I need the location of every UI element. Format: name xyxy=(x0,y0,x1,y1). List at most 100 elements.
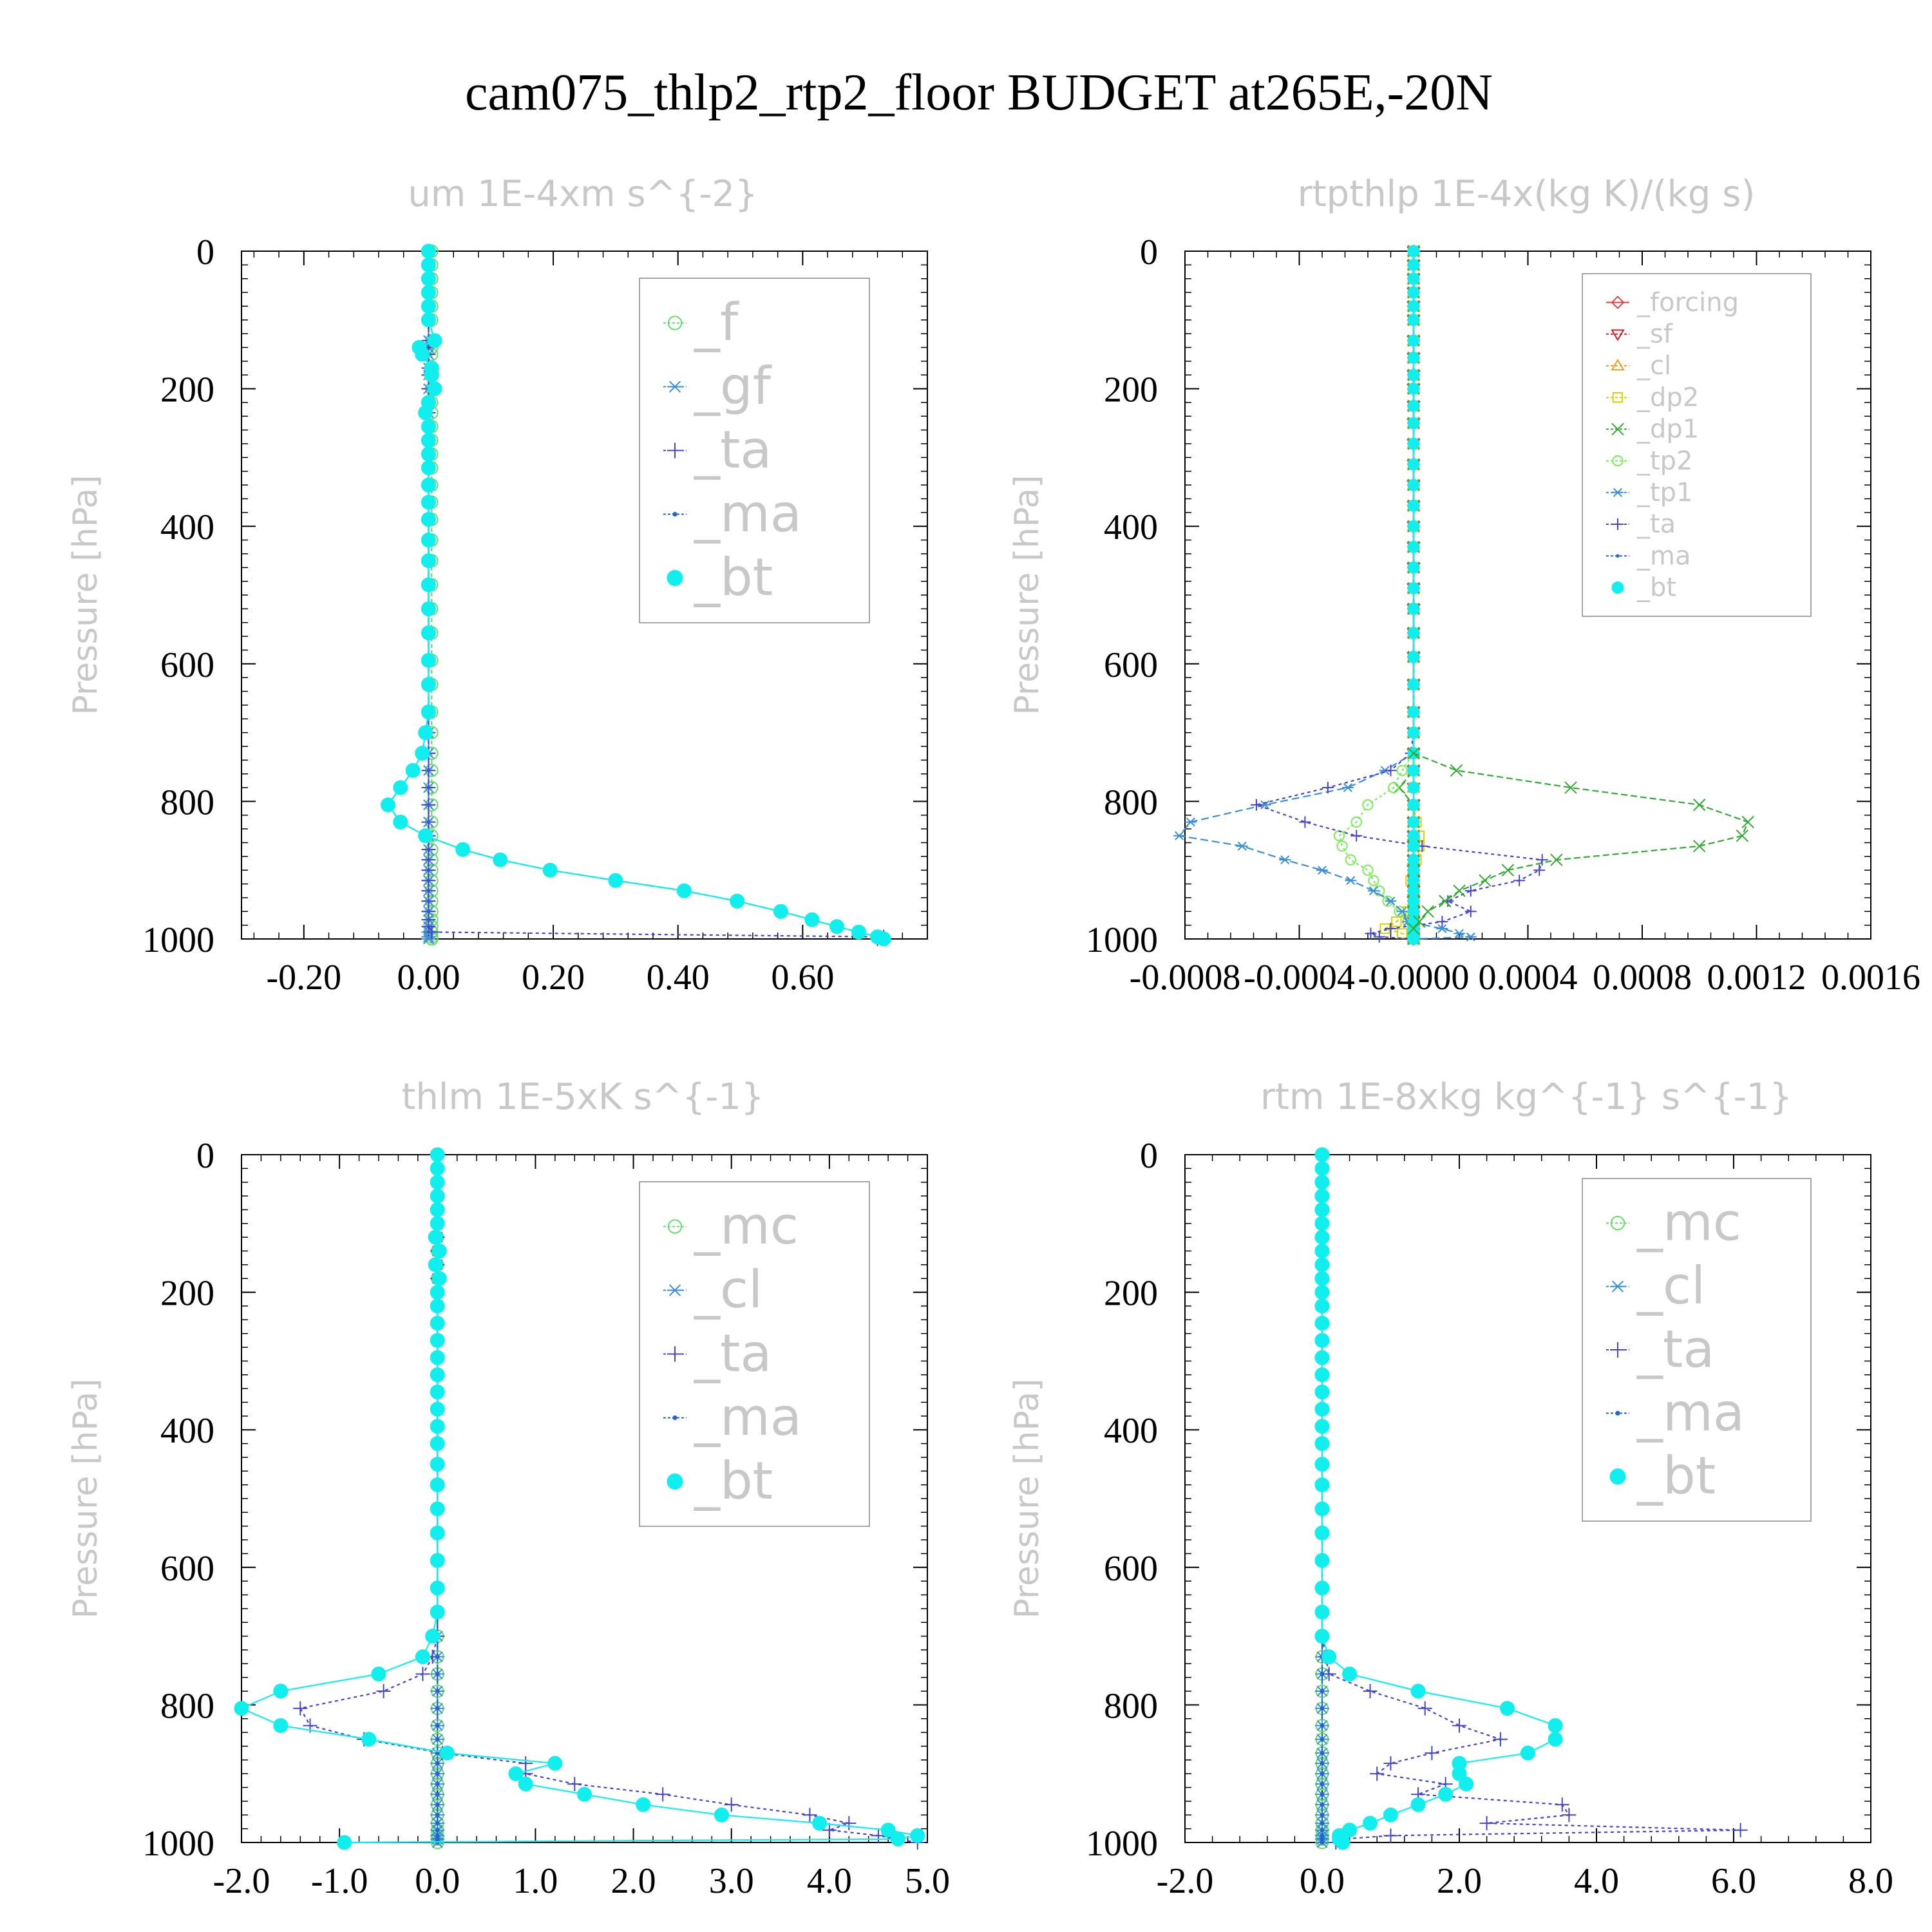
legend-label: _tp1 xyxy=(1636,478,1693,507)
data-point xyxy=(435,1781,440,1786)
data-point xyxy=(773,904,788,919)
series-line xyxy=(1254,251,1544,940)
y-tick-label: 0 xyxy=(1140,232,1158,272)
legend-label: _ta xyxy=(694,1323,772,1383)
data-point xyxy=(1341,783,1354,793)
legend: _mc_cl_ta_ma_bt xyxy=(1582,1178,1812,1522)
data-point xyxy=(1479,1816,1494,1831)
data-point xyxy=(1533,864,1546,876)
data-point xyxy=(1407,602,1420,615)
data-point xyxy=(418,725,433,741)
data-point xyxy=(1314,1629,1330,1644)
data-point xyxy=(1454,929,1465,938)
y-tick-label: 1000 xyxy=(142,1824,214,1864)
legend-item: _dp2 xyxy=(1606,383,1699,412)
data-point xyxy=(1368,875,1379,886)
legend-label: _bt xyxy=(1636,573,1676,603)
data-point xyxy=(1693,799,1706,811)
data-point xyxy=(435,1812,440,1817)
data-point xyxy=(1373,931,1385,943)
x-tick-label: 5.0 xyxy=(905,1861,950,1901)
data-point xyxy=(1450,764,1463,777)
data-point xyxy=(418,405,433,421)
data-point xyxy=(1407,299,1420,312)
data-point xyxy=(381,797,396,813)
series-bt xyxy=(1314,1147,1563,1850)
y-tick-label: 400 xyxy=(1104,1411,1158,1451)
data-point xyxy=(1173,831,1186,840)
data-point xyxy=(1438,1786,1454,1802)
data-point xyxy=(636,1797,651,1812)
series-line xyxy=(1338,251,1415,939)
data-point xyxy=(876,931,891,947)
data-point xyxy=(1407,540,1420,553)
legend-marker xyxy=(1615,1410,1620,1416)
data-point xyxy=(1562,1808,1577,1823)
data-point xyxy=(424,367,439,383)
data-point xyxy=(1407,922,1420,935)
x-tick-label: -0.20 xyxy=(266,958,341,998)
legend-item: _ta xyxy=(663,1323,772,1383)
x-tick-label: -2.0 xyxy=(1157,1861,1214,1901)
data-point xyxy=(430,1604,445,1620)
data-point xyxy=(435,1672,440,1676)
data-point xyxy=(1314,1501,1330,1517)
data-point xyxy=(421,477,436,493)
data-point xyxy=(1407,437,1420,450)
legend-label: _cl xyxy=(1636,1256,1705,1316)
data-point xyxy=(1407,678,1420,691)
data-point xyxy=(1407,650,1420,663)
x-tick-label: 0.20 xyxy=(522,958,585,998)
legend-label: _forcing xyxy=(1636,288,1739,317)
data-point xyxy=(1320,1828,1325,1833)
data-point xyxy=(1421,905,1434,918)
data-point xyxy=(1314,1367,1330,1383)
x-tick-label: 0.0016 xyxy=(1821,958,1920,998)
data-point xyxy=(1320,1833,1325,1838)
x-tick-label: -0.0004 xyxy=(1244,958,1355,998)
data-point xyxy=(1493,1732,1508,1747)
data-point xyxy=(1342,1666,1358,1681)
legend-label: _sf xyxy=(1636,319,1673,349)
legend-marker xyxy=(672,1415,677,1421)
data-point xyxy=(871,1828,886,1843)
data-point xyxy=(1279,855,1291,865)
y-tick-label: 200 xyxy=(1104,370,1158,410)
data-point xyxy=(1407,499,1420,512)
data-point xyxy=(1407,895,1420,907)
series-dp1-branch xyxy=(1407,746,1754,935)
legend-marker xyxy=(1611,581,1624,594)
data-point xyxy=(1513,875,1526,887)
data-point xyxy=(421,419,436,434)
data-point xyxy=(421,298,436,314)
x-tick-label: 2.0 xyxy=(1437,1861,1482,1901)
data-point xyxy=(430,1501,445,1517)
legend-marker xyxy=(1611,296,1625,310)
data-point xyxy=(1320,1761,1325,1766)
x-tick-label: 0.00 xyxy=(397,958,460,998)
legend-marker xyxy=(1610,1216,1625,1231)
data-point xyxy=(1736,829,1749,842)
data-point xyxy=(1407,874,1420,887)
y-tick-label: 800 xyxy=(160,782,214,822)
x-tick-label: -2.0 xyxy=(213,1861,270,1901)
legend-marker xyxy=(1611,329,1625,341)
legend: _forcing_sf_cl_dp2 _dp1_tp2_tp1_ta_ma_bt xyxy=(1582,273,1812,617)
data-point xyxy=(1407,853,1420,866)
panels-group: um 1E-4xm s^{-2}Pressure [hPa]-0.20 0.00 0… xyxy=(66,173,1920,1901)
y-tick-label: 200 xyxy=(1104,1274,1158,1314)
legend-label: _ma xyxy=(1636,541,1690,571)
data-point xyxy=(1407,781,1420,794)
legend-item: _cl xyxy=(663,1260,762,1320)
data-point xyxy=(1350,829,1363,842)
data-point xyxy=(493,852,508,867)
legend-label: _ma xyxy=(694,484,802,544)
panel-title: um 1E-4xm s^{-2} xyxy=(408,173,757,215)
data-point xyxy=(430,1525,445,1540)
data-point xyxy=(1407,258,1420,271)
data-point xyxy=(1363,1684,1378,1699)
data-point xyxy=(431,1244,447,1259)
data-point xyxy=(1320,1840,1325,1845)
data-point xyxy=(1314,1384,1330,1399)
